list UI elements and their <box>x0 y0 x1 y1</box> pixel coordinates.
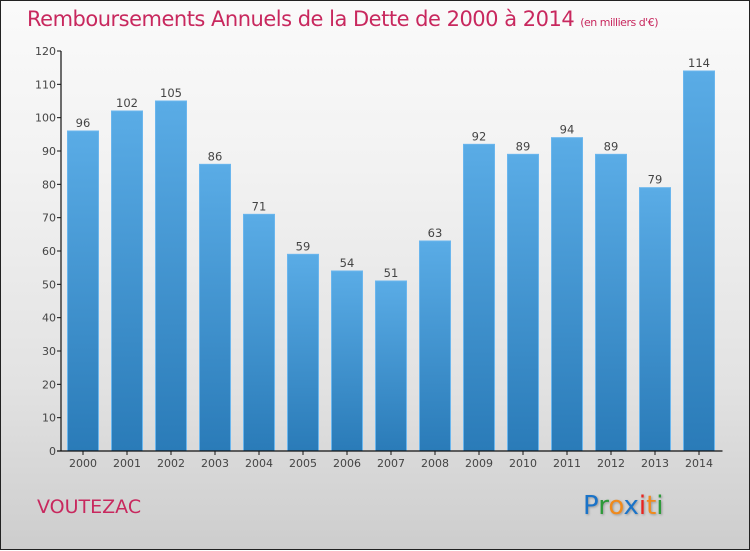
y-tick-label-10: 10 <box>42 412 56 425</box>
title-text: Remboursements Annuels de la Dette de 20… <box>27 7 575 31</box>
value-label-2005: 59 <box>296 239 311 253</box>
x-tick-label-2003: 2003 <box>201 457 229 470</box>
x-tick-label-2007: 2007 <box>377 457 405 470</box>
y-tick-label-40: 40 <box>42 312 56 325</box>
x-tick-label-2014: 2014 <box>685 457 713 470</box>
value-label-2004: 71 <box>252 199 267 213</box>
bar-2001 <box>111 110 143 452</box>
bar-2005 <box>287 253 319 452</box>
bar-2012 <box>595 153 627 452</box>
y-tick-label-70: 70 <box>42 212 56 225</box>
bar-2004 <box>243 213 275 452</box>
bar-2000 <box>67 130 99 452</box>
value-label-2014: 114 <box>688 56 710 70</box>
bar-2008 <box>419 240 451 452</box>
y-tick-label-110: 110 <box>35 78 56 91</box>
city-name: VOUTEZAC <box>37 496 142 518</box>
x-tick-label-2008: 2008 <box>421 457 449 470</box>
value-label-2000: 96 <box>76 116 91 130</box>
y-tick-label-30: 30 <box>42 345 56 358</box>
logo-letter: t <box>646 491 657 521</box>
value-label-2012: 89 <box>604 139 619 153</box>
x-tick-label-2000: 2000 <box>69 457 97 470</box>
value-label-2002: 105 <box>160 86 182 100</box>
y-tick-label-60: 60 <box>42 245 56 258</box>
bar-2007 <box>375 280 407 452</box>
x-tick-label-2005: 2005 <box>289 457 317 470</box>
value-label-2007: 51 <box>384 266 399 280</box>
y-tick-label-50: 50 <box>42 278 56 291</box>
value-label-2010: 89 <box>516 139 531 153</box>
value-label-2011: 94 <box>560 123 575 137</box>
bar-2010 <box>507 153 539 452</box>
proxiti-logo: Proxiti <box>583 491 664 521</box>
bar-2006 <box>331 270 363 452</box>
logo-letter: o <box>608 491 624 521</box>
x-tick-label-2009: 2009 <box>465 457 493 470</box>
x-tick-label-2012: 2012 <box>597 457 625 470</box>
logo-letter: r <box>598 491 609 521</box>
logo-letter: x <box>623 491 639 521</box>
y-tick-label-0: 0 <box>49 445 56 458</box>
value-label-2001: 102 <box>116 96 138 110</box>
y-tick-label-100: 100 <box>35 112 56 125</box>
value-label-2003: 86 <box>208 149 223 163</box>
value-label-2009: 92 <box>472 129 487 143</box>
y-tick-label-80: 80 <box>42 178 56 191</box>
y-tick-label-90: 90 <box>42 145 56 158</box>
x-tick-label-2002: 2002 <box>157 457 185 470</box>
logo-letter: i <box>638 491 647 521</box>
value-label-2006: 54 <box>340 256 355 270</box>
x-tick-label-2010: 2010 <box>509 457 537 470</box>
x-tick-label-2001: 2001 <box>113 457 141 470</box>
value-label-2008: 63 <box>428 226 443 240</box>
bar-2009 <box>463 143 495 452</box>
bar-2014 <box>683 70 715 452</box>
x-tick-label-2006: 2006 <box>333 457 361 470</box>
logo-letter: P <box>583 491 599 521</box>
bar-2002 <box>155 100 187 452</box>
x-tick-label-2013: 2013 <box>641 457 669 470</box>
bar-2013 <box>639 187 671 452</box>
x-tick-label-2004: 2004 <box>245 457 273 470</box>
y-tick-label-120: 120 <box>35 45 56 58</box>
x-tick-label-2011: 2011 <box>553 457 581 470</box>
chart-title: Remboursements Annuels de la Dette de 20… <box>27 7 658 31</box>
bar-2011 <box>551 137 583 452</box>
unit-label: (en milliers d'€) <box>580 16 658 29</box>
y-tick-label-20: 20 <box>42 378 56 391</box>
logo-letter: i <box>656 491 664 521</box>
bar-2003 <box>199 163 231 452</box>
value-label-2013: 79 <box>648 173 663 187</box>
